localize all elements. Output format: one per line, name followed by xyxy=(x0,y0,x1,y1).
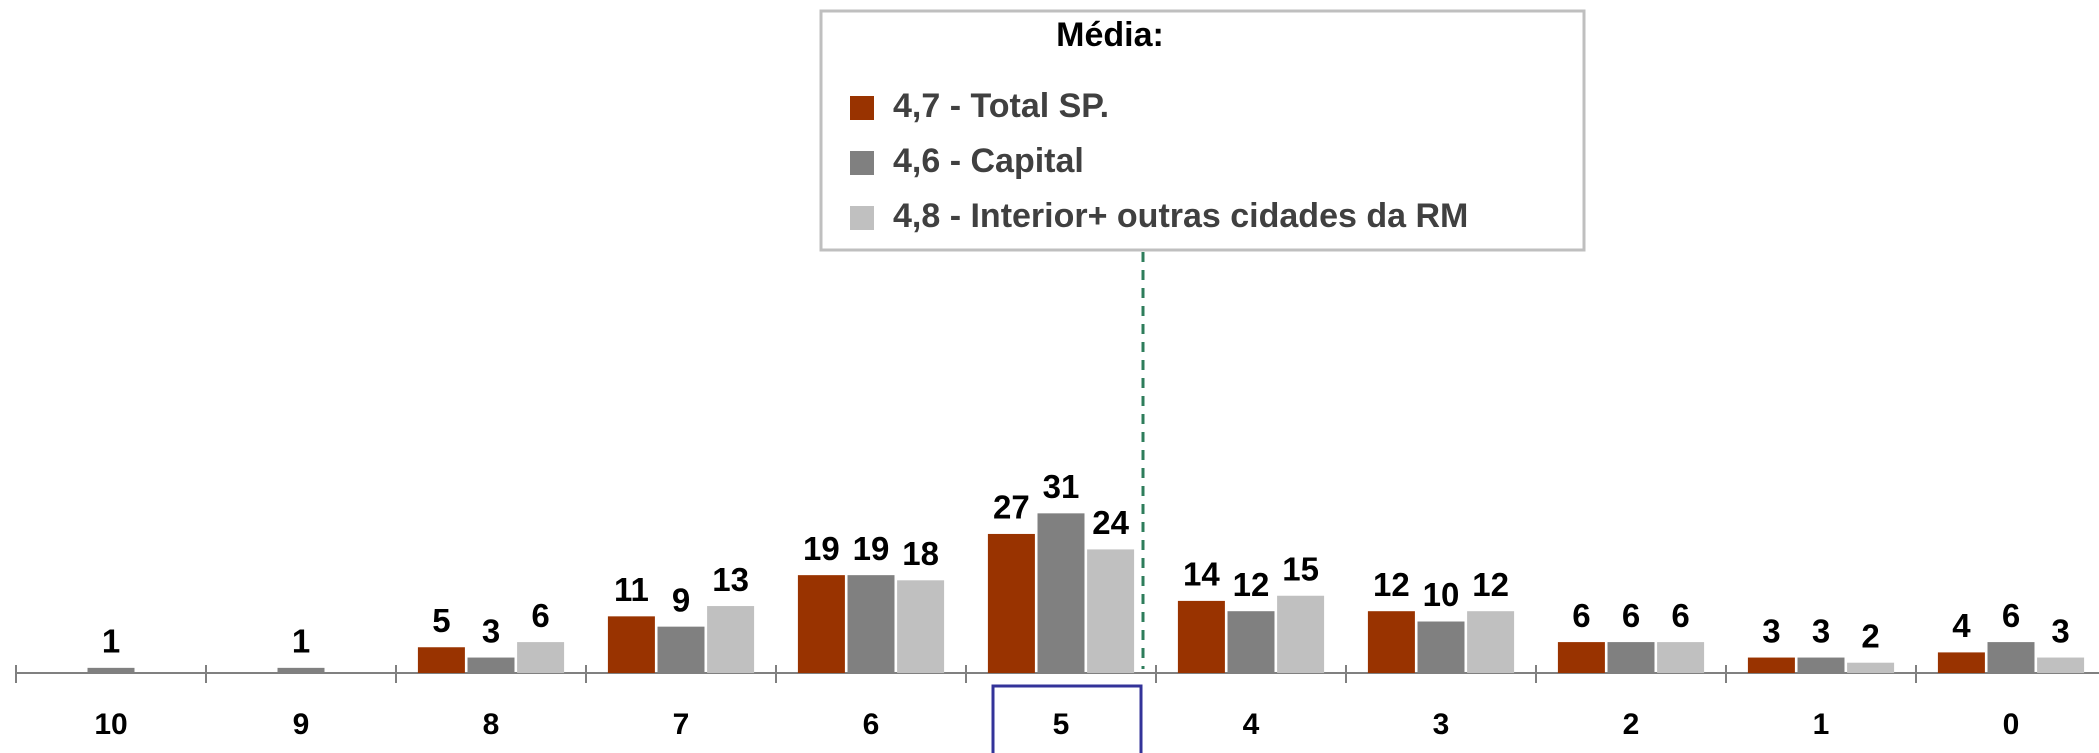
x-tick-label: 6 xyxy=(863,708,880,741)
data-label: 12 xyxy=(1472,566,1509,603)
data-label: 3 xyxy=(482,612,500,649)
bar xyxy=(657,626,705,673)
bar xyxy=(417,647,465,673)
data-label: 6 xyxy=(531,597,549,634)
x-tick-label: 10 xyxy=(94,708,127,741)
x-tick-label: 9 xyxy=(293,708,310,741)
bar xyxy=(607,616,655,673)
data-label: 2 xyxy=(1861,617,1879,654)
highlight-box xyxy=(991,684,1143,753)
bar xyxy=(1797,657,1845,673)
bar xyxy=(1277,595,1325,673)
data-label: 6 xyxy=(2002,597,2020,634)
bar xyxy=(87,667,135,673)
data-label: 3 xyxy=(1762,612,1780,649)
data-label: 6 xyxy=(1671,597,1689,634)
legend-title: Média: xyxy=(1056,16,1164,54)
legend-swatch xyxy=(850,96,874,120)
bar xyxy=(1987,642,2035,673)
x-tick-label: 4 xyxy=(1243,708,1260,741)
bar xyxy=(1937,652,1985,673)
x-tick-label: 1 xyxy=(1813,708,1830,741)
x-tick-label: 0 xyxy=(2003,708,2020,741)
bar xyxy=(1847,662,1895,673)
legend-swatch xyxy=(850,151,874,175)
data-label: 31 xyxy=(1043,468,1080,505)
data-label: 19 xyxy=(803,530,840,567)
x-tick-label: 2 xyxy=(1623,708,1640,741)
data-label: 19 xyxy=(853,530,890,567)
x-tick-label: 8 xyxy=(483,708,500,741)
data-label: 27 xyxy=(993,489,1030,526)
bar xyxy=(987,533,1035,673)
data-label: 14 xyxy=(1183,556,1220,593)
legend-box xyxy=(819,9,1586,252)
data-label: 6 xyxy=(1572,597,1590,634)
bar xyxy=(707,606,755,673)
data-label: 11 xyxy=(614,571,649,608)
x-tick-label: 3 xyxy=(1433,708,1450,741)
bar xyxy=(2037,657,2085,673)
bar xyxy=(517,642,565,673)
bar xyxy=(1227,611,1275,673)
legend-label: 4,6 - Capital xyxy=(893,142,1084,180)
data-label: 1 xyxy=(292,623,310,660)
data-label: 12 xyxy=(1233,566,1270,603)
bar xyxy=(847,575,895,673)
legend-swatch xyxy=(850,206,874,230)
bar xyxy=(1177,600,1225,673)
bar xyxy=(467,657,515,673)
legend-label: 4,7 - Total SP. xyxy=(893,87,1109,125)
bar xyxy=(897,580,945,673)
data-label: 5 xyxy=(432,602,450,639)
data-label: 24 xyxy=(1092,504,1129,541)
bar xyxy=(797,575,845,673)
data-label: 12 xyxy=(1373,566,1410,603)
bar xyxy=(1467,611,1515,673)
data-label: 15 xyxy=(1282,550,1319,587)
bar xyxy=(1417,621,1465,673)
bar xyxy=(1037,513,1085,673)
data-label: 4 xyxy=(1952,607,1971,644)
data-label: 10 xyxy=(1423,576,1460,613)
bar xyxy=(1607,642,1655,673)
legend-label: 4,8 - Interior+ outras cidades da RM xyxy=(893,197,1468,235)
data-label: 13 xyxy=(712,561,749,598)
bar xyxy=(1367,611,1415,673)
bar xyxy=(1747,657,1795,673)
data-label: 3 xyxy=(2051,612,2069,649)
data-label: 18 xyxy=(902,535,939,572)
bar xyxy=(277,667,325,673)
data-label: 6 xyxy=(1622,597,1640,634)
data-label: 3 xyxy=(1812,612,1830,649)
x-tick-label: 5 xyxy=(1053,708,1070,741)
bar xyxy=(1087,549,1135,673)
bar xyxy=(1657,642,1705,673)
x-tick-label: 7 xyxy=(673,708,690,741)
bar xyxy=(1557,642,1605,673)
data-label: 9 xyxy=(672,581,690,618)
data-label: 1 xyxy=(102,623,120,660)
